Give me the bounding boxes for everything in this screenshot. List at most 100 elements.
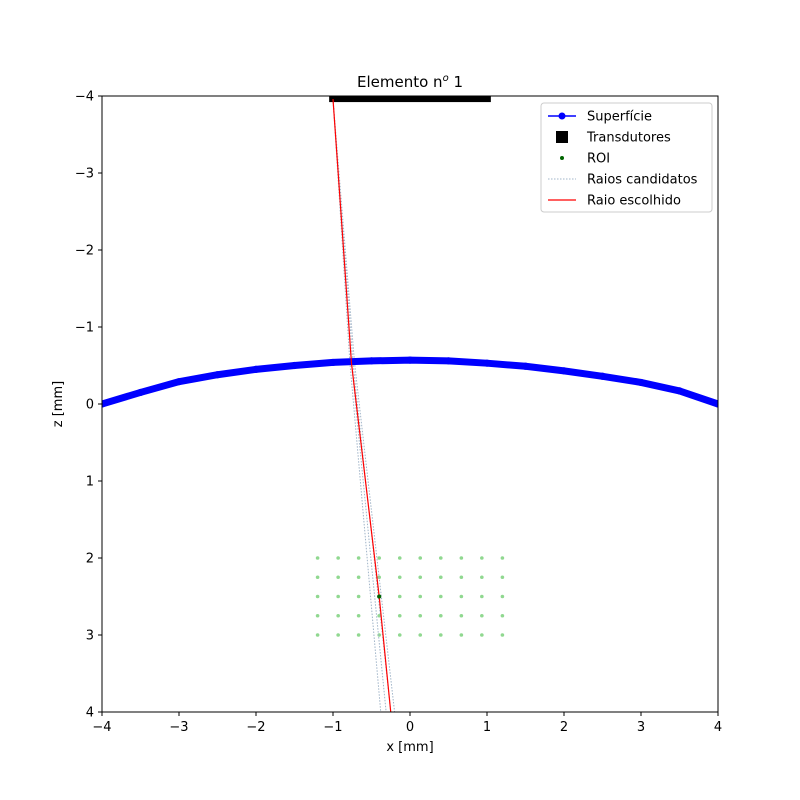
surface-point: [290, 361, 299, 370]
x-tick-label: −1: [323, 720, 342, 735]
x-tick-label: 3: [637, 720, 645, 735]
roi-point: [356, 556, 361, 560]
roi-point: [500, 594, 505, 599]
roi-point: [315, 575, 320, 580]
y-tick-label: −4: [75, 90, 94, 105]
roi-point: [459, 633, 464, 637]
roi-point: [439, 575, 443, 580]
roi-point: [377, 633, 382, 637]
chart-title-superscript: o: [443, 73, 449, 84]
surface-point: [213, 371, 222, 379]
surface-point: [714, 400, 718, 408]
surface-point: [136, 388, 145, 397]
roi-point: [397, 594, 402, 599]
surface-point: [560, 367, 568, 375]
y-tick-label: 4: [86, 706, 94, 721]
roi-point: [356, 594, 361, 599]
roi-point: [480, 556, 484, 560]
legend-item: Transdutores: [556, 131, 671, 146]
surface-point: [367, 357, 376, 365]
roi-point: [397, 633, 402, 637]
surface-point: [444, 357, 453, 365]
roi-highlighted-point: [377, 594, 382, 599]
roi-point: [500, 633, 505, 637]
legend-roi-marker: [560, 156, 564, 160]
roi-point: [336, 633, 340, 637]
x-tick-label: 4: [714, 720, 722, 735]
chart-title-suffix: 1: [449, 73, 463, 91]
x-tick-label: −3: [169, 720, 188, 735]
surface-point: [598, 372, 607, 380]
surface-point: [483, 359, 491, 367]
y-tick-label: 0: [86, 398, 94, 413]
marks-layer: [102, 96, 718, 712]
roi-point: [500, 575, 505, 580]
roi-point: [397, 575, 402, 580]
roi-point: [336, 613, 340, 618]
roi-point: [500, 556, 505, 560]
surface-point: [252, 365, 260, 373]
transducer-array: [329, 96, 491, 103]
chart-title-main: Elemento n: [357, 73, 443, 91]
roi-point: [418, 633, 423, 637]
roi-point: [356, 575, 361, 580]
surface-point: [675, 387, 684, 395]
roi-point: [480, 633, 484, 637]
y-tick-label: −1: [75, 321, 94, 336]
roi-point: [480, 613, 484, 618]
roi-point: [500, 613, 505, 618]
x-tick-label: 2: [560, 720, 568, 735]
legend-item: Raio escolhido: [548, 194, 681, 209]
roi-point: [315, 556, 320, 560]
roi-point: [480, 575, 484, 580]
legend-surface-marker: [558, 112, 566, 120]
legend-label: Raios candidatos: [587, 173, 698, 188]
legend-item: Superfície: [548, 110, 652, 125]
surface-point: [406, 356, 414, 364]
surface-point: [175, 378, 183, 386]
roi-point: [439, 633, 443, 637]
legend-label: Superfície: [587, 110, 652, 125]
roi-point: [439, 594, 443, 599]
roi-point: [459, 556, 464, 560]
legend-item: ROI: [560, 152, 610, 167]
roi-point: [315, 594, 320, 599]
roi-point: [377, 556, 382, 560]
x-tick-label: −4: [92, 720, 111, 735]
roi-point: [418, 575, 423, 580]
x-axis-label: x [mm]: [386, 740, 433, 755]
roi-point: [459, 613, 464, 618]
legend-transducer-marker: [556, 131, 568, 143]
x-tick-label: 1: [483, 720, 491, 735]
y-tick-label: −3: [75, 167, 94, 182]
legend-items: Superfície Transdutores ROI Raios candidato…: [548, 110, 698, 209]
roi-point: [439, 556, 443, 560]
roi-point: [315, 633, 320, 637]
chosen-ray: [332, 99, 392, 712]
roi-point: [480, 594, 484, 599]
legend: Superfície Transdutores ROI Raios candidato…: [540, 102, 713, 213]
y-axis-label: z [mm]: [51, 381, 66, 427]
x-tick-label: 0: [406, 720, 414, 735]
legend-label: ROI: [587, 152, 610, 167]
y-tick-label: 3: [86, 629, 94, 644]
roi-point: [315, 613, 320, 618]
roi-point: [336, 575, 340, 580]
x-tick-label: −2: [246, 720, 265, 735]
legend-item: Raios candidatos: [548, 173, 698, 188]
roi-point: [356, 633, 361, 637]
y-tick-label: 1: [86, 475, 94, 490]
roi-point: [336, 556, 340, 560]
legend-box: [540, 102, 713, 213]
surface-point: [521, 362, 530, 370]
chart-title: Elemento no 1: [357, 73, 463, 91]
roi-point: [459, 594, 464, 599]
roi-point: [418, 594, 423, 599]
roi-point: [418, 556, 423, 560]
roi-point: [336, 594, 340, 599]
roi-point: [356, 613, 361, 618]
y-tick-label: −2: [75, 244, 94, 259]
